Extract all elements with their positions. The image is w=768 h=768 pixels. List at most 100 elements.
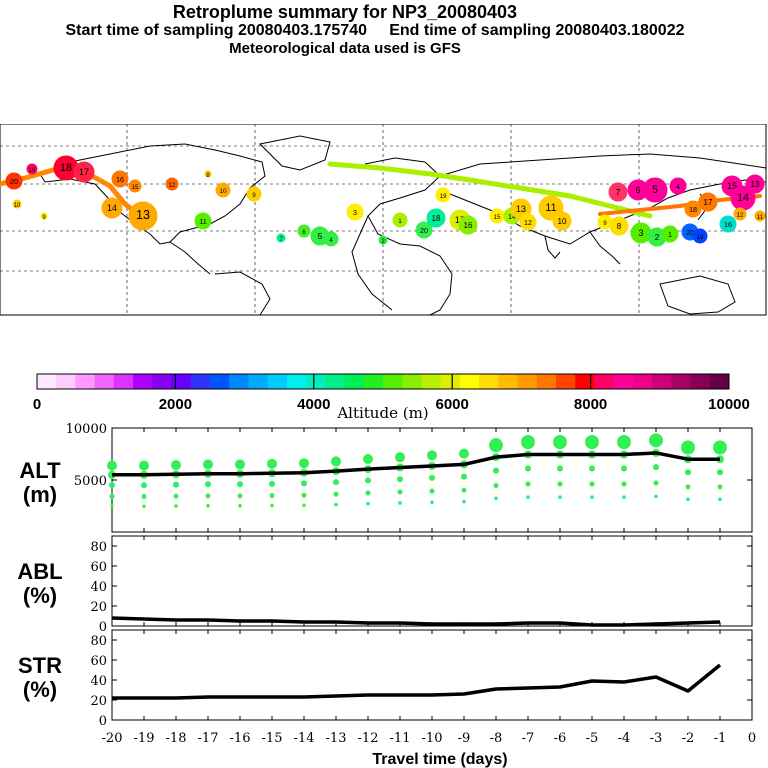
altitude-point <box>493 483 499 489</box>
header: Retroplume summary for NP3_20080403 Star… <box>0 2 690 58</box>
colorbar-tick-label: 2000 <box>159 396 192 413</box>
x-tick-label: -9 <box>458 731 471 746</box>
altitude-point <box>621 465 627 472</box>
altitude-point <box>430 500 434 505</box>
altitude-point <box>269 480 275 487</box>
x-tick-label: -11 <box>390 731 411 746</box>
plume-day-label: 6 <box>635 185 640 195</box>
colorbar-cell <box>152 374 173 389</box>
plume-marker <box>5 172 23 190</box>
x-tick-label: -2 <box>682 731 695 746</box>
str-panel: 80 60 40 20 0 STR(%) <box>18 629 753 729</box>
altitude-point <box>237 481 243 488</box>
colorbar-cell <box>671 374 692 389</box>
alt-median-line <box>112 451 720 477</box>
colorbar-cell <box>613 374 634 389</box>
colorbar-cell <box>556 374 576 389</box>
altitude-point <box>653 464 659 471</box>
altitude-point <box>525 465 531 472</box>
colorbar-cell <box>306 374 326 389</box>
y-tick-label: 20 <box>90 600 107 615</box>
x-tick-label: -14 <box>294 731 315 746</box>
y-tick-label: 5000 <box>74 474 107 489</box>
plume-day-label: 19 <box>696 234 704 241</box>
colorbar-cell <box>459 374 480 389</box>
plume-day-label: 15 <box>132 185 139 191</box>
colorbar-cell <box>690 374 711 389</box>
plot-frame <box>111 535 753 627</box>
plume-marker <box>101 197 123 219</box>
plume-marker <box>669 177 687 195</box>
altitude-point <box>331 456 341 467</box>
colorbar-ticks: 0 2000 4000 6000 8000 10000 <box>33 374 750 413</box>
altitude-point <box>235 459 245 470</box>
panel-ylabel: ALT <box>19 458 61 483</box>
altitude-point <box>203 459 213 470</box>
altitude-point <box>493 467 499 474</box>
altitude-point <box>717 484 723 490</box>
x-tick-label: -4 <box>618 731 631 746</box>
plume-marker <box>692 228 708 244</box>
plume-day-label: 12 <box>169 183 176 189</box>
plume-marker <box>204 170 212 178</box>
colorbar-cell <box>133 374 153 389</box>
plume-marker <box>246 186 262 202</box>
colorbar-cell <box>56 374 76 389</box>
plume-marker <box>435 187 451 203</box>
plume-marker <box>194 212 212 230</box>
y-tick-label: 40 <box>90 674 107 689</box>
colorbar-cell <box>594 374 615 389</box>
altitude-point <box>333 479 339 486</box>
plume-day-label: 5 <box>318 232 323 241</box>
alt-panel: 10000 5000 ALT(m) <box>19 422 753 533</box>
plume-markers: 2019181716151413121110987654321201918171… <box>5 155 766 247</box>
plume-day-label: 1 <box>398 218 402 225</box>
colorbar-tick-label: 6000 <box>436 396 469 413</box>
plume-day-label: 19 <box>439 193 447 200</box>
altitude-point <box>109 482 115 489</box>
plume-day-label: 11 <box>757 215 764 221</box>
altitude-point <box>171 460 181 471</box>
altitude-point <box>621 481 627 487</box>
colorbar-cell <box>421 374 442 389</box>
plume-day-label: 9 <box>603 220 607 227</box>
altitude-point <box>267 458 277 469</box>
plume-marker <box>719 215 737 233</box>
x-tick-label: -3 <box>650 731 663 746</box>
plume-marker <box>642 177 668 203</box>
colorbar-cell <box>229 374 249 389</box>
panel-ylabel: STR <box>18 653 62 678</box>
colorbar-cell <box>632 374 653 389</box>
plume-marker <box>684 200 702 218</box>
altitude-point <box>525 481 531 487</box>
colorbar-cell <box>113 374 134 389</box>
altitude-point <box>270 503 274 508</box>
altitude-point <box>681 440 695 455</box>
plume-day-label: 10 <box>557 217 567 226</box>
colorbar-cell <box>479 374 499 389</box>
altitude-point <box>398 501 402 505</box>
altitude-point <box>461 487 467 493</box>
plume-marker <box>73 161 95 183</box>
altitude-point <box>462 499 466 504</box>
colorbar-cell <box>440 374 461 389</box>
altitude-point <box>557 465 563 472</box>
plume-day-label: 7 <box>616 188 621 197</box>
altitude-point <box>526 495 530 499</box>
plume-marker <box>111 170 129 188</box>
altitude-point <box>461 473 467 480</box>
plume-day-label: 4 <box>329 237 333 244</box>
plume-day-label: 17 <box>703 198 713 207</box>
plume-day-label: 11 <box>199 217 206 226</box>
x-tick-label: -18 <box>166 731 187 746</box>
altitude-point <box>301 492 307 498</box>
plume-marker <box>426 208 446 228</box>
altitude-point <box>397 476 403 483</box>
altitude-point <box>553 435 567 450</box>
y-tick-label: 60 <box>90 654 107 669</box>
x-tick-label: 0 <box>748 731 756 746</box>
altitude-point <box>206 503 210 508</box>
plume-marker <box>276 233 286 243</box>
altitude-colorbar: 0 2000 4000 6000 8000 10000 Altitude (m) <box>33 373 750 420</box>
